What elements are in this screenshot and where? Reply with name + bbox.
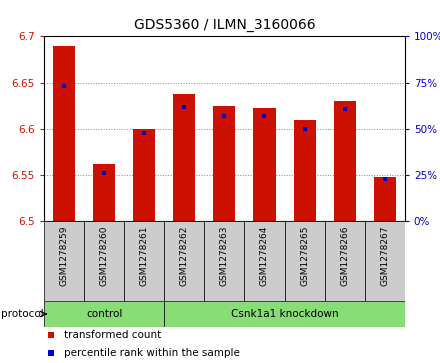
- Bar: [44, 221, 84, 301]
- Text: GSM1278265: GSM1278265: [300, 225, 309, 286]
- Bar: [245, 221, 285, 301]
- Bar: [93, 164, 115, 221]
- Bar: [44, 301, 164, 327]
- Text: GSM1278260: GSM1278260: [99, 225, 109, 286]
- Bar: [84, 221, 124, 301]
- Bar: [253, 107, 275, 221]
- Title: GDS5360 / ILMN_3160066: GDS5360 / ILMN_3160066: [134, 19, 315, 33]
- Bar: [53, 46, 75, 221]
- Bar: [164, 301, 405, 327]
- Bar: [365, 221, 405, 301]
- Bar: [173, 94, 195, 221]
- Text: control: control: [86, 309, 122, 319]
- Bar: [285, 221, 325, 301]
- Text: percentile rank within the sample: percentile rank within the sample: [64, 348, 240, 358]
- Text: GSM1278267: GSM1278267: [380, 225, 389, 286]
- Bar: [204, 221, 245, 301]
- Bar: [293, 120, 315, 221]
- Text: GSM1278266: GSM1278266: [340, 225, 349, 286]
- Bar: [374, 177, 396, 221]
- Bar: [213, 106, 235, 221]
- Text: GSM1278262: GSM1278262: [180, 225, 189, 286]
- Bar: [325, 221, 365, 301]
- Text: GSM1278263: GSM1278263: [220, 225, 229, 286]
- Bar: [334, 101, 356, 221]
- Text: GSM1278259: GSM1278259: [59, 225, 69, 286]
- Text: transformed count: transformed count: [64, 330, 161, 340]
- Text: GSM1278264: GSM1278264: [260, 225, 269, 286]
- Bar: [133, 129, 155, 221]
- Text: protocol: protocol: [1, 309, 44, 319]
- Text: GSM1278261: GSM1278261: [140, 225, 149, 286]
- Bar: [164, 221, 204, 301]
- Bar: [124, 221, 164, 301]
- Text: Csnk1a1 knockdown: Csnk1a1 knockdown: [231, 309, 338, 319]
